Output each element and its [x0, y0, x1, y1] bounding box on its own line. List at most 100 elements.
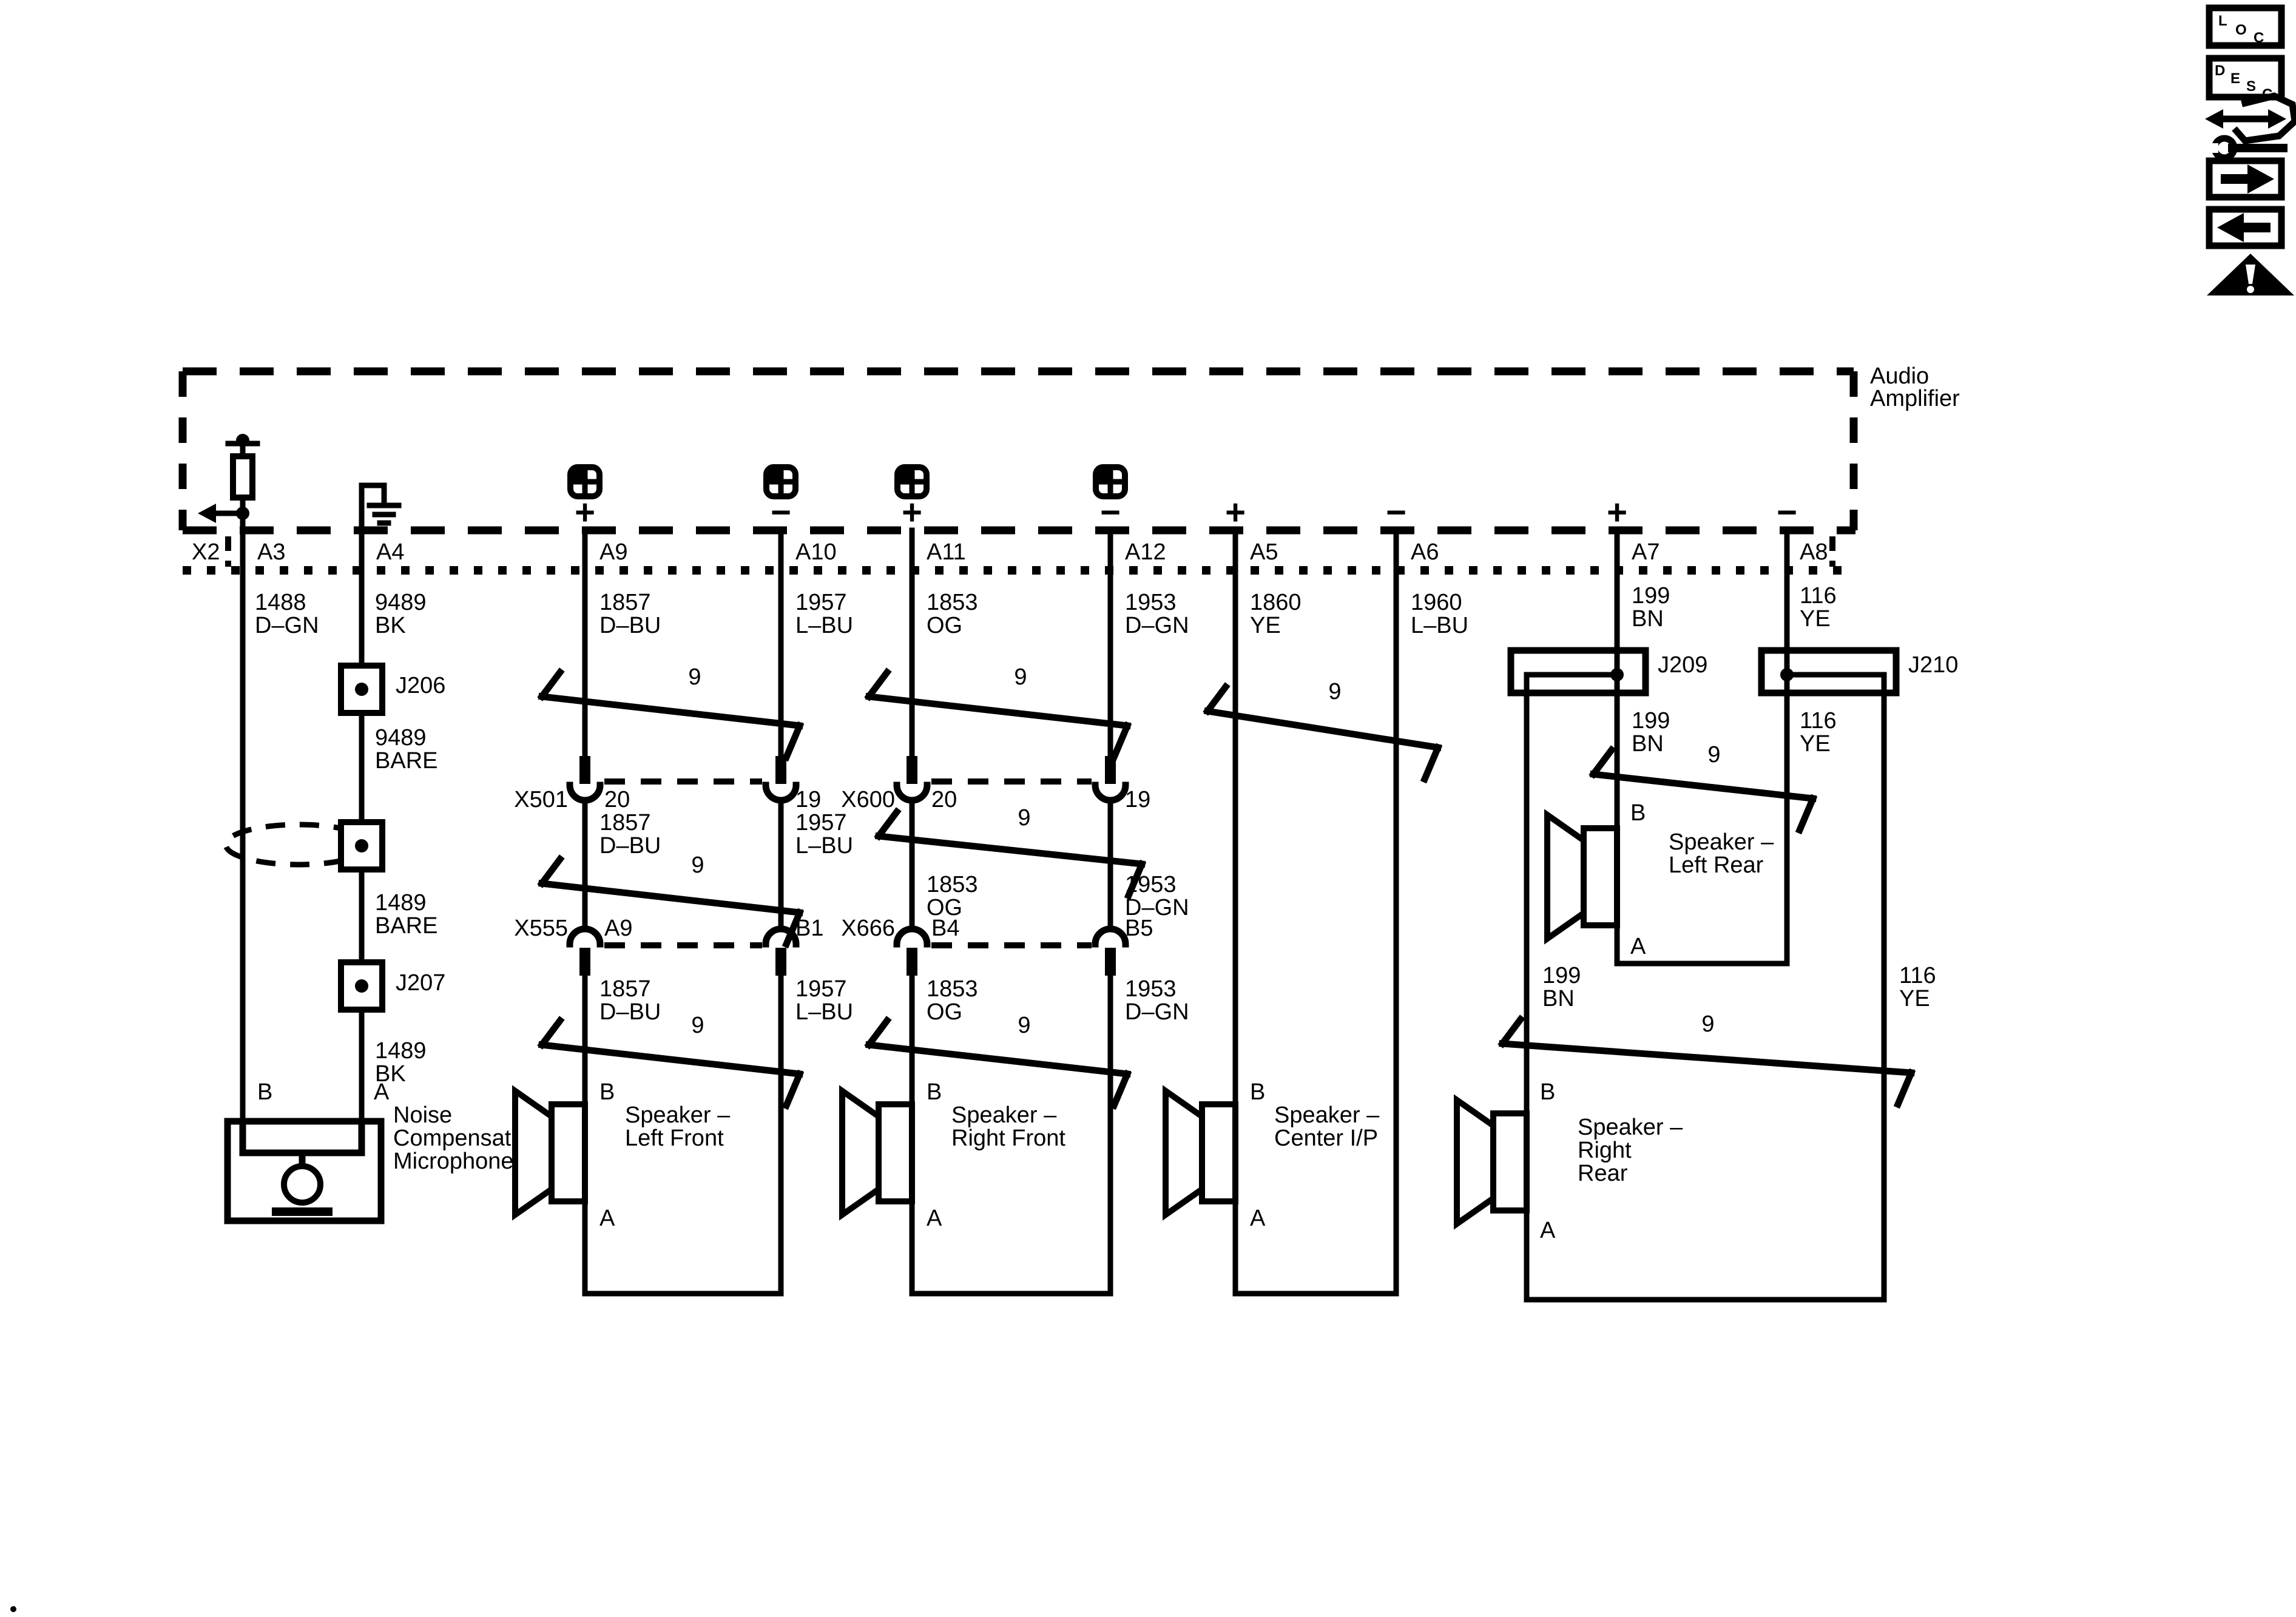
wire-1957-num-low: 1957	[795, 976, 847, 1002]
wire-1953-color-mid: D–GN	[1125, 895, 1189, 920]
speaker-icon	[1454, 1094, 1530, 1230]
speaker-rr-terminal-b: B	[1540, 1079, 1555, 1105]
pin-a10: A10	[795, 539, 837, 565]
wire-1853-num: 1853	[927, 590, 978, 615]
twist-ref: 9	[1018, 1013, 1030, 1038]
wire-1489bare-color: BARE	[375, 913, 437, 939]
speaker-lr-name2: Left Rear	[1669, 852, 1764, 878]
amplifier-box: Audio Amplifier	[178, 363, 1960, 530]
twist-marker: 9	[874, 805, 1147, 900]
pin-a5: A5	[1250, 539, 1278, 565]
pin-female-x555-a9	[566, 925, 604, 948]
circuit-center-ip: 1860 YE 1960 L–BU 9 B Speaker – Center I…	[1163, 527, 1468, 1297]
twist-ref: 9	[1014, 664, 1027, 690]
polarity-a12: −	[1100, 493, 1121, 532]
service-tool-icon[interactable]	[2205, 92, 2296, 161]
wire-116-num-3: 116	[1899, 963, 1936, 988]
pin-male-a10	[775, 756, 786, 784]
splice-j210-label: J210	[1908, 652, 1958, 678]
channel-icon-row: + − + − + − + −	[567, 464, 1797, 532]
wire-1488-num: 1488	[255, 590, 306, 615]
wire-1489bk-num: 1489	[375, 1038, 427, 1064]
speaker-lf-name1: Speaker –	[625, 1102, 731, 1128]
wire-199-color-3: BN	[1542, 986, 1575, 1011]
wire-1953-num: 1953	[1125, 590, 1177, 615]
twist-marker: 9	[1589, 742, 1818, 835]
connector-x501-pin19: 19	[795, 787, 821, 812]
twist-marker: 9	[1203, 679, 1443, 784]
wire-1953-num-mid: 1953	[1125, 872, 1177, 897]
loc-button[interactable]: L O C	[2206, 4, 2285, 49]
pin-male-x555-b1	[775, 948, 786, 976]
speaker-icon	[1544, 809, 1620, 945]
connector-x600-pin20: 20	[931, 787, 957, 812]
polarity-a11: +	[902, 493, 922, 532]
wire-1853-color: OG	[927, 613, 962, 638]
circuit-left-front: 1857 D–BU 1957 L–BU 9 X501 20 19 1857 D–…	[512, 527, 853, 1297]
speaker-lr-terminal-b: B	[1630, 800, 1646, 826]
wire-1857-color-low: D–BU	[599, 999, 661, 1025]
wire-1953-color-low: D–GN	[1125, 999, 1189, 1025]
desc-letter-d: D	[2215, 62, 2225, 79]
back-arrow-button[interactable]	[2206, 206, 2285, 249]
wire-9489bk-num: 9489	[375, 590, 427, 615]
loc-letter-l: L	[2218, 13, 2227, 29]
wire-116-color-3: YE	[1899, 986, 1930, 1011]
polarity-a8: −	[1777, 493, 1797, 532]
shield-icon-a10	[763, 464, 799, 499]
wire-1957-color-low: L–BU	[795, 999, 853, 1025]
desc-letter-s: S	[2246, 78, 2256, 95]
wire-1860-color: YE	[1250, 613, 1281, 638]
speaker-rf-terminal-b: B	[927, 1079, 942, 1105]
wire-1960-num: 1960	[1411, 590, 1462, 615]
pin-a9: A9	[599, 539, 627, 565]
speaker-rf-terminal-a: A	[927, 1206, 942, 1231]
wire-1957-color: L–BU	[795, 613, 853, 638]
pin-male-x555-a9	[579, 948, 590, 976]
connector-bus: X2 A3 A4 A9 A10 A11 A12 A5 A6 A7 A8	[183, 526, 1855, 575]
ground-icon	[359, 482, 402, 669]
wire-1860-num: 1860	[1250, 590, 1302, 615]
splice-j207-label: J207	[396, 970, 445, 996]
connector-x555-pinB1: B1	[795, 916, 823, 941]
wire-199-color: BN	[1632, 606, 1664, 632]
twist-marker: 9	[864, 664, 1132, 762]
twist-marker: 9	[537, 852, 805, 949]
wire-199-num: 199	[1632, 583, 1670, 609]
twist-marker: 9	[864, 1013, 1132, 1110]
continuation-arrow-icon	[198, 504, 216, 523]
mic-name-line1: Noise	[393, 1102, 452, 1128]
wire-116-num-2: 116	[1800, 708, 1837, 734]
speaker-cip-name2: Center I/P	[1274, 1126, 1378, 1151]
microphone-icon	[239, 1118, 365, 1216]
pin-a6: A6	[1411, 539, 1439, 565]
wire-116-num: 116	[1800, 583, 1837, 609]
wire-1953-color: D–GN	[1125, 613, 1189, 638]
speaker-rr-name3: Rear	[1578, 1161, 1628, 1186]
pin-a11: A11	[927, 539, 966, 565]
twist-marker: 9	[1497, 1011, 1916, 1109]
wire-1957-color-mid: L–BU	[795, 833, 853, 859]
amplifier-label-line1: Audio	[1870, 363, 1929, 389]
wire-1488-color: D–GN	[255, 613, 319, 638]
desc-button[interactable]: D E S C	[2206, 55, 2285, 103]
twist-marker: 9	[537, 1013, 805, 1110]
pin-a7: A7	[1632, 539, 1660, 565]
wire-1857-num-low: 1857	[599, 976, 651, 1002]
loc-letter-o: O	[2235, 22, 2247, 38]
polarity-a7: +	[1607, 493, 1627, 532]
connector-x555-pinA9: A9	[604, 916, 632, 941]
splice-pack-j210	[1758, 647, 1900, 697]
bus-connector-label: X2	[192, 539, 220, 565]
circuit-right-front: 1853 OG 1953 D–GN 9 X600 20 19 9 1853 OG…	[839, 527, 1189, 1297]
warning-icon[interactable]	[2207, 254, 2294, 295]
polarity-a5: +	[1225, 493, 1246, 532]
mic-name-line3: Microphone	[393, 1149, 514, 1174]
shield-icon-a12	[1093, 464, 1128, 499]
pin-male-a9	[579, 756, 590, 784]
speaker-rf-name1: Speaker –	[951, 1102, 1057, 1128]
speaker-cip-terminal-b: B	[1250, 1079, 1265, 1105]
forward-arrow-button[interactable]	[2206, 157, 2285, 201]
wire-9489bare-num: 9489	[375, 725, 427, 751]
